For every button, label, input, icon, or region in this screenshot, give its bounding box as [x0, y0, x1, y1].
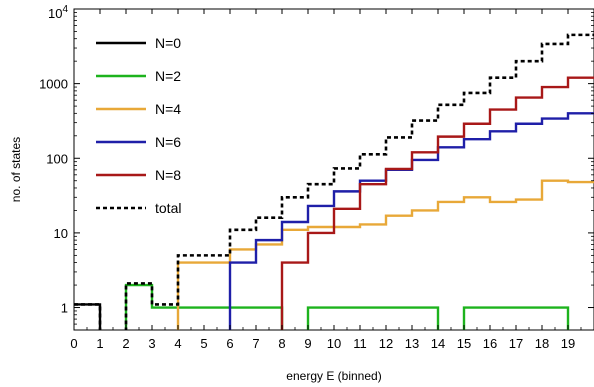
x-tick-label: 7: [252, 336, 259, 351]
x-tick-label: 15: [457, 336, 471, 351]
y-tick-label: 1000: [39, 77, 68, 92]
x-tick-label: 13: [405, 336, 419, 351]
series-line-n-6: [228, 112, 594, 330]
series-layer: [74, 33, 594, 330]
x-tick-label: 11: [353, 336, 367, 351]
x-tick-label: 2: [122, 336, 129, 351]
x-tick-label: 12: [379, 336, 393, 351]
series-line-total: [74, 33, 594, 330]
y-tick-label: 1: [61, 301, 68, 316]
x-tick-label: 17: [509, 336, 523, 351]
x-tick-label: 5: [200, 336, 207, 351]
x-tick-label: 3: [148, 336, 155, 351]
x-tick-label: 19: [561, 336, 575, 351]
legend-label: N=0: [155, 35, 181, 51]
x-tick-label: 18: [535, 336, 549, 351]
y-tick-label: 100: [46, 151, 68, 166]
x-axis-title: energy E (binned): [286, 369, 381, 383]
x-tick-label: 1: [96, 336, 103, 351]
legend-label: N=6: [155, 134, 181, 150]
x-tick-label: 0: [70, 336, 77, 351]
series-line-n-8: [280, 76, 594, 330]
legend-label: N=8: [155, 167, 181, 183]
y-axis-title: no. of states: [9, 137, 23, 202]
legend: N=0 N=2 N=4 N=6 N=8 total: [96, 35, 181, 216]
x-tick-label: 8: [278, 336, 285, 351]
x-tick-label: 14: [431, 336, 445, 351]
axes: 0 1 2 3 4 5 6 7 8 9 10 11 12 13 14 15 16 17 18 191101001000…: [39, 4, 594, 351]
legend-label: N=2: [155, 68, 181, 84]
y-tick-label: 10: [54, 226, 68, 241]
x-tick-label: 4: [174, 336, 181, 351]
series-line-n-4: [176, 179, 594, 330]
x-tick-label: 6: [226, 336, 233, 351]
y-tick-label: 104: [48, 4, 68, 21]
x-tick-label: 10: [327, 336, 341, 351]
x-tick-label: 16: [483, 336, 497, 351]
legend-label: total: [155, 200, 181, 216]
legend-label: N=4: [155, 101, 181, 117]
x-tick-label: 9: [304, 336, 311, 351]
